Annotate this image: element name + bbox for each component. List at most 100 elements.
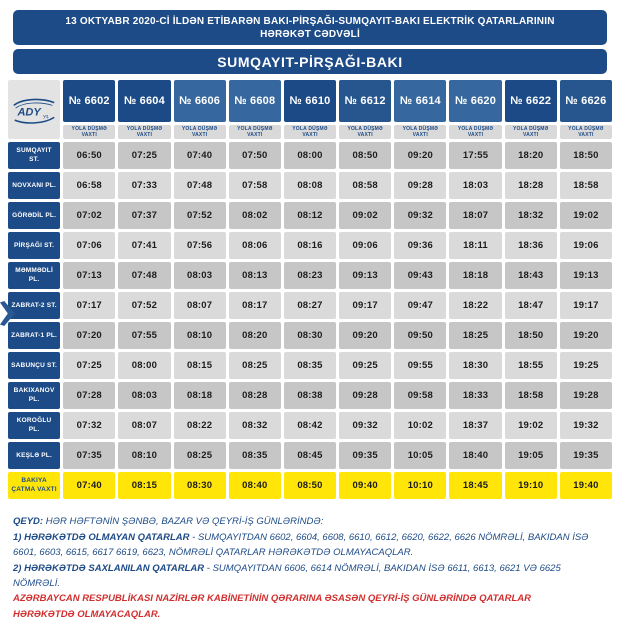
time-cell: 19:32 bbox=[559, 412, 612, 440]
time-cell: 08:15 bbox=[173, 352, 226, 380]
station-cell: PİRŞAĞI ST. bbox=[8, 232, 61, 260]
station-cell: BAKIXANOV PL. bbox=[8, 382, 61, 410]
time-cell: 18:03 bbox=[449, 172, 502, 200]
time-cell: 08:50 bbox=[339, 142, 392, 170]
time-cell: 18:40 bbox=[449, 442, 502, 470]
time-cell: 09:25 bbox=[339, 352, 392, 380]
time-cell: 18:36 bbox=[504, 232, 557, 260]
time-cell: 19:40 bbox=[559, 472, 612, 500]
time-cell: 08:03 bbox=[118, 382, 171, 410]
time-cell: 18:58 bbox=[559, 172, 612, 200]
time-cell: 09:06 bbox=[339, 232, 392, 260]
departure-label-cell: YOLA DÜŞMƏ VAXTI bbox=[449, 125, 502, 140]
time-cell: 19:17 bbox=[559, 292, 612, 320]
time-cell: 10:10 bbox=[394, 472, 447, 500]
route-title: SUMQAYIT-PİRŞAĞI-BAKI bbox=[13, 49, 607, 75]
time-cell: 08:02 bbox=[228, 202, 281, 230]
time-cell: 18:55 bbox=[504, 352, 557, 380]
time-cell: 07:25 bbox=[118, 142, 171, 170]
time-cell: 08:27 bbox=[283, 292, 337, 320]
time-cell: 18:25 bbox=[449, 322, 502, 350]
time-cell: 09:50 bbox=[394, 322, 447, 350]
note-2: 2) HƏRƏKƏTDƏ SAXLANILAN QATARLAR - SUMQA… bbox=[13, 561, 607, 592]
station-cell: MƏMMƏDLİ PL. bbox=[8, 262, 61, 290]
time-cell: 08:42 bbox=[283, 412, 337, 440]
time-cell: 07:41 bbox=[118, 232, 171, 260]
train-header-cell: № 6614 bbox=[394, 80, 447, 123]
time-cell: 18:18 bbox=[449, 262, 502, 290]
time-cell: 09:20 bbox=[394, 142, 447, 170]
time-cell: 08:16 bbox=[283, 232, 337, 260]
time-cell: 07:33 bbox=[118, 172, 171, 200]
time-cell: 07:50 bbox=[228, 142, 281, 170]
station-cell: NOVXANI PL. bbox=[8, 172, 61, 200]
time-cell: 18:22 bbox=[449, 292, 502, 320]
timetable-grid: ADY yq. № 6602 № 6604 № 6606 № 6608 № 6610 № … bbox=[8, 80, 612, 500]
time-cell: 08:20 bbox=[228, 322, 281, 350]
time-cell: 07:40 bbox=[173, 142, 226, 170]
departure-label-cell: YOLA DÜŞMƏ VAXTI bbox=[559, 125, 612, 140]
note-heading-label: QEYD: bbox=[13, 516, 44, 528]
time-cell: 18:37 bbox=[449, 412, 502, 440]
time-cell: 07:35 bbox=[63, 442, 116, 470]
time-cell: 10:02 bbox=[394, 412, 447, 440]
time-cell: 07:52 bbox=[173, 202, 226, 230]
time-cell: 09:43 bbox=[394, 262, 447, 290]
time-cell: 18:30 bbox=[449, 352, 502, 380]
time-cell: 06:50 bbox=[63, 142, 116, 170]
time-cell: 08:08 bbox=[283, 172, 337, 200]
time-cell: 08:00 bbox=[283, 142, 337, 170]
station-cell: KOROĞLU PL. bbox=[8, 412, 61, 440]
time-cell: 19:28 bbox=[559, 382, 612, 410]
schedule-title-line2: HƏRƏKƏT CƏDVƏLİ bbox=[260, 29, 360, 41]
departure-label-cell: YOLA DÜŞMƏ VAXTI bbox=[394, 125, 447, 140]
train-header-cell: № 6602 bbox=[63, 80, 116, 123]
time-cell: 08:58 bbox=[339, 172, 392, 200]
time-cell: 19:25 bbox=[559, 352, 612, 380]
time-cell: 18:50 bbox=[559, 142, 612, 170]
time-cell: 09:02 bbox=[339, 202, 392, 230]
time-cell: 08:10 bbox=[173, 322, 226, 350]
note-2-label: 2) HƏRƏKƏTDƏ SAXLANILAN QATARLAR bbox=[13, 562, 205, 574]
ady-logo-icon: ADY yq. bbox=[13, 98, 55, 124]
note-heading-text: HƏR HƏFTƏNİN ŞƏNBƏ, BAZAR VƏ QEYRİ-İŞ GÜ… bbox=[43, 516, 324, 528]
time-cell: 18:11 bbox=[449, 232, 502, 260]
train-header-cell: № 6622 bbox=[504, 80, 557, 123]
time-cell: 08:18 bbox=[173, 382, 226, 410]
time-cell: 09:36 bbox=[394, 232, 447, 260]
departure-label-cell: YOLA DÜŞMƏ VAXTI bbox=[228, 125, 281, 140]
time-cell: 08:30 bbox=[283, 322, 337, 350]
time-cell: 08:23 bbox=[283, 262, 337, 290]
time-cell: 08:10 bbox=[118, 442, 171, 470]
time-cell: 08:25 bbox=[228, 352, 281, 380]
time-cell: 09:58 bbox=[394, 382, 447, 410]
note-1-text: - SUMQAYITDAN 6602, 6604, 6608, 6610, 66… bbox=[13, 531, 589, 559]
time-cell: 09:13 bbox=[339, 262, 392, 290]
time-cell: 09:32 bbox=[394, 202, 447, 230]
note-1-label: 1) HƏRƏKƏTDƏ OLMAYAN QATARLAR bbox=[13, 531, 190, 543]
time-cell: 08:40 bbox=[228, 472, 281, 500]
train-header-cell: № 6626 bbox=[559, 80, 612, 123]
station-cell: KEŞLƏ PL. bbox=[8, 442, 61, 470]
time-cell: 08:22 bbox=[173, 412, 226, 440]
time-cell: 07:25 bbox=[63, 352, 116, 380]
time-cell: 18:50 bbox=[504, 322, 557, 350]
time-cell: 07:06 bbox=[63, 232, 116, 260]
time-cell: 19:20 bbox=[559, 322, 612, 350]
departure-label-cell: YOLA DÜŞMƏ VAXTI bbox=[118, 125, 171, 140]
station-cell: GÖRƏDİL PL. bbox=[8, 202, 61, 230]
departure-label-cell: YOLA DÜŞMƏ VAXTI bbox=[173, 125, 226, 140]
time-cell: 18:58 bbox=[504, 382, 557, 410]
footnotes: QEYD: HƏR HƏFTƏNİN ŞƏNBƏ, BAZAR VƏ QEYRİ… bbox=[13, 514, 607, 622]
time-cell: 08:13 bbox=[228, 262, 281, 290]
departure-label-cell: YOLA DÜŞMƏ VAXTI bbox=[63, 125, 116, 140]
train-header-cell: № 6612 bbox=[339, 80, 392, 123]
time-cell: 09:28 bbox=[394, 172, 447, 200]
time-cell: 18:20 bbox=[504, 142, 557, 170]
train-header-cell: № 6604 bbox=[118, 80, 171, 123]
train-header-cell: № 6620 bbox=[449, 80, 502, 123]
station-cell: ZABRAT-1 PL. bbox=[8, 322, 61, 350]
time-cell: 08:17 bbox=[228, 292, 281, 320]
ady-logo: ADY yq. bbox=[8, 80, 61, 140]
note-2-text: - SUMQAYITDAN 6606, 6614 NÖMRƏLİ, BAKIDA… bbox=[13, 562, 561, 589]
